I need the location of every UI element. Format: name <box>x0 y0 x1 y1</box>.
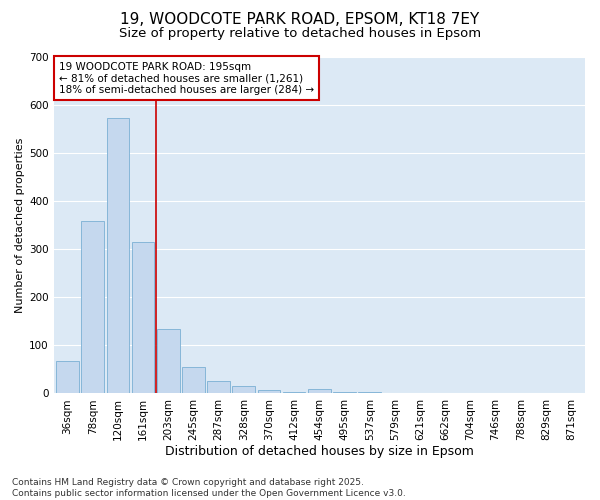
Y-axis label: Number of detached properties: Number of detached properties <box>15 137 25 312</box>
Bar <box>132 242 154 394</box>
Bar <box>308 388 331 394</box>
Bar <box>283 392 305 394</box>
Bar <box>257 390 280 394</box>
Bar <box>56 360 79 394</box>
Bar <box>232 386 255 394</box>
Text: Contains HM Land Registry data © Crown copyright and database right 2025.
Contai: Contains HM Land Registry data © Crown c… <box>12 478 406 498</box>
Bar <box>157 330 179 394</box>
X-axis label: Distribution of detached houses by size in Epsom: Distribution of detached houses by size … <box>165 444 474 458</box>
Bar <box>82 221 104 394</box>
Text: 19 WOODCOTE PARK ROAD: 195sqm
← 81% of detached houses are smaller (1,261)
18% o: 19 WOODCOTE PARK ROAD: 195sqm ← 81% of d… <box>59 62 314 95</box>
Text: 19, WOODCOTE PARK ROAD, EPSOM, KT18 7EY: 19, WOODCOTE PARK ROAD, EPSOM, KT18 7EY <box>121 12 479 28</box>
Bar <box>333 392 356 394</box>
Text: Size of property relative to detached houses in Epsom: Size of property relative to detached ho… <box>119 28 481 40</box>
Bar <box>107 118 129 394</box>
Bar <box>207 381 230 394</box>
Bar <box>358 392 381 394</box>
Bar <box>182 367 205 394</box>
